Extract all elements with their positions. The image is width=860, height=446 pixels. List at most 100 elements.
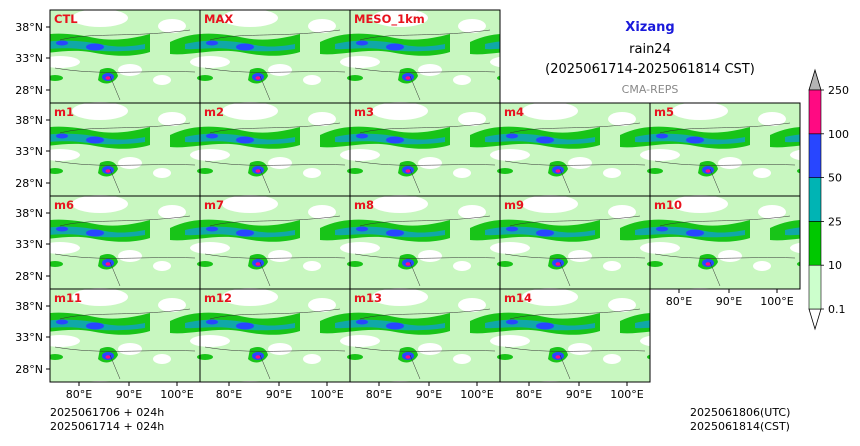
boundary-line: [109, 75, 121, 101]
lat-tick-label: 28°N: [15, 177, 43, 190]
map-panel-m12: m12: [199, 288, 351, 383]
boundary-line: [409, 261, 421, 287]
boundary-line: [204, 67, 346, 73]
rain-field: [50, 10, 200, 103]
boundary-line: [709, 261, 721, 287]
boundary-line: [59, 122, 191, 134]
map-panel-m11: m11: [49, 288, 201, 383]
colorbar-segment: [808, 221, 822, 266]
lon-tick-label: 80°E: [366, 388, 392, 401]
panel-label: m13: [354, 291, 382, 305]
lon-tick-label: 90°E: [266, 388, 292, 401]
rain-field: [350, 196, 500, 289]
rain-field: [500, 289, 650, 382]
boundary-line: [54, 346, 196, 352]
boundary-line: [559, 261, 571, 287]
boundary-line: [354, 160, 496, 166]
lon-tick-label: 100°E: [160, 388, 193, 401]
boundary-line: [54, 160, 196, 166]
boundary-line: [409, 75, 421, 101]
rain-field: [50, 103, 200, 196]
lat-tick-label: 33°N: [15, 145, 43, 158]
boundary-line: [209, 215, 341, 227]
boundary-line: [359, 215, 491, 227]
boundary-line: [204, 346, 346, 352]
rain-field: [50, 289, 200, 382]
boundary-line: [59, 215, 191, 227]
panel-label: m12: [204, 291, 232, 305]
panel-label: m2: [204, 105, 224, 119]
axes: 38°N 33°N 28°N 38°N 33°N 28°N 38°N 33°N 28°N 38°N…: [15, 21, 794, 401]
panel-label: CTL: [54, 12, 78, 26]
map-panel-m1: m1: [49, 102, 201, 197]
region-title: Xizang: [625, 20, 675, 35]
lon-tick-label: 90°E: [716, 295, 742, 308]
boundary-line: [259, 354, 271, 380]
panel-label: m7: [204, 198, 224, 212]
boundary-line: [109, 168, 121, 194]
rain-field: [350, 289, 500, 382]
map-panel-meso_1km: MESO_1km: [349, 9, 501, 104]
rain-field: [350, 10, 500, 103]
boundary-line: [109, 261, 121, 287]
boundary-line: [109, 354, 121, 380]
map-panel-m8: m8: [349, 195, 501, 290]
colorbar-tick-label: 0.1: [828, 303, 846, 316]
init-utc-label: 2025061706 + 024h: [50, 406, 165, 419]
panel-label: m4: [504, 105, 524, 119]
boundary-line: [509, 308, 641, 320]
colorbar-tick-label: 25: [828, 215, 842, 228]
lat-tick-label: 28°N: [15, 270, 43, 283]
init-cst-label: 2025061714 + 024h: [50, 420, 165, 433]
valid-cst-label: 2025061814(CST): [690, 420, 790, 433]
boundary-line: [204, 160, 346, 166]
map-panel-m13: m13: [349, 288, 501, 383]
boundary-line: [359, 29, 491, 41]
colorbar-tick-label: 50: [828, 172, 842, 185]
rain-field: [200, 289, 350, 382]
lat-tick-label: 38°N: [15, 300, 43, 313]
panel-label: m6: [54, 198, 74, 212]
lon-tick-label: 80°E: [66, 388, 92, 401]
map-panel-m9: m9: [499, 195, 651, 290]
system-title: CMA-REPS: [621, 83, 679, 96]
lon-tick-label: 80°E: [516, 388, 542, 401]
boundary-line: [659, 215, 791, 227]
panel-label: m5: [654, 105, 674, 119]
map-panel-ctl: CTL: [49, 9, 201, 104]
colorbar-extend-max: [808, 68, 822, 91]
period-title: (2025061714-2025061814 CST): [545, 62, 755, 77]
boundary-line: [504, 253, 646, 259]
panel-frame: [499, 288, 651, 383]
rain-field: [200, 10, 350, 103]
boundary-line: [54, 67, 196, 73]
lat-tick-label: 38°N: [15, 114, 43, 127]
map-panel-m6: m6: [49, 195, 201, 290]
colorbar: 0.1 10 25 50 100 250: [808, 68, 849, 331]
lon-tick-label: 80°E: [666, 295, 692, 308]
boundary-line: [654, 160, 796, 166]
panel-label: m8: [354, 198, 374, 212]
colorbar-tick-label: 100: [828, 128, 849, 141]
boundary-line: [209, 122, 341, 134]
panel-label: m9: [504, 198, 524, 212]
map-panel-max: MAX: [199, 9, 351, 104]
colorbar-tick-label: 10: [828, 259, 842, 272]
panel-label: m1: [54, 105, 74, 119]
valid-utc-label: 2025061806(UTC): [690, 406, 791, 419]
boundary-line: [259, 75, 271, 101]
lat-tick-label: 33°N: [15, 331, 43, 344]
boundary-line: [359, 122, 491, 134]
boundary-line: [504, 160, 646, 166]
map-panel-m10: m10: [649, 195, 801, 290]
map-panel-m5: m5: [649, 102, 801, 197]
panel-label: MAX: [204, 12, 233, 26]
colorbar-segment: [808, 177, 822, 222]
map-panel-m4: m4: [499, 102, 651, 197]
boundary-line: [54, 253, 196, 259]
boundary-line: [509, 122, 641, 134]
boundary-line: [409, 168, 421, 194]
boundary-line: [354, 346, 496, 352]
colorbar-tick-label: 250: [828, 84, 849, 97]
